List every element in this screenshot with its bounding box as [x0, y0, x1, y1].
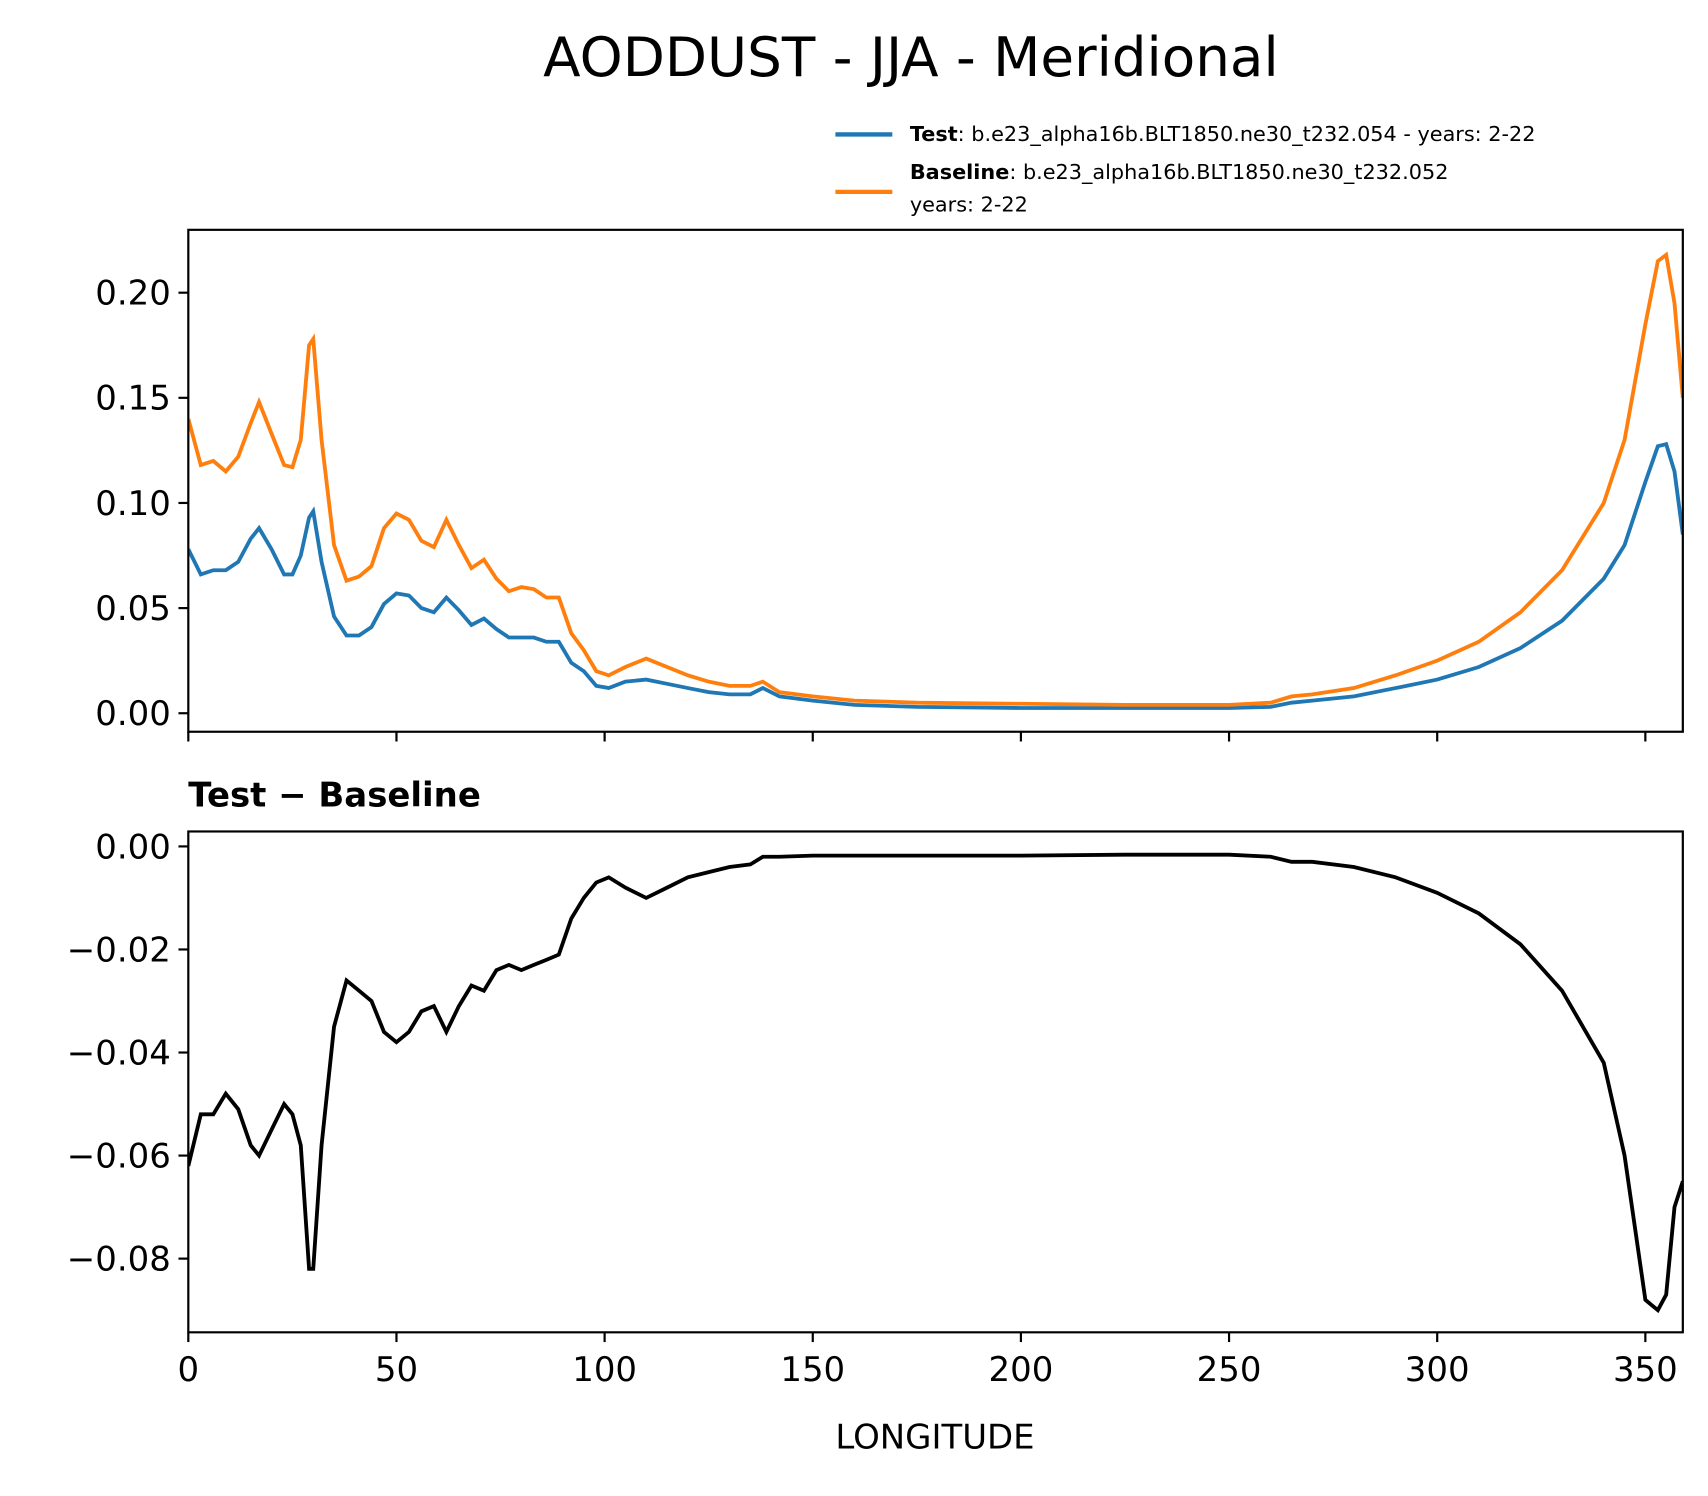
legend-entry: Test: b.e23_alpha16b.BLT1850.ne30_t232.0… [910, 122, 1536, 147]
y-tick-label: 0.15 [95, 379, 171, 418]
y-tick-label: 0.00 [95, 694, 171, 733]
legend-text: : b.e23_alpha16b.BLT1850.ne30_t232.054 -… [958, 122, 1536, 147]
x-tick-label: 200 [989, 1350, 1054, 1389]
series-line [188, 251, 1683, 707]
y-tick-label: −0.02 [67, 931, 171, 970]
legend-name: Test [910, 122, 958, 146]
x-tick-label: 50 [375, 1350, 418, 1389]
legend-name: Baseline [910, 160, 1010, 184]
axes-frame [187, 228, 1684, 733]
subplot-title: Test − Baseline [188, 776, 481, 815]
x-tick-label: 150 [780, 1350, 845, 1389]
y-tick-label: 0.05 [95, 589, 171, 628]
figure-title: AODDUST - JJA - Meridional [543, 25, 1278, 89]
legend-text-2: years: 2-22 [910, 192, 1028, 216]
legend-text: : b.e23_alpha16b.BLT1850.ne30_t232.052 [1009, 160, 1448, 185]
y-tick-label: −0.04 [67, 1034, 171, 1073]
x-tick-label: 300 [1405, 1350, 1470, 1389]
x-axis-label: LONGITUDE [835, 1417, 1034, 1456]
y-tick-label: −0.06 [67, 1137, 171, 1176]
y-tick-label: 0.10 [95, 484, 171, 523]
x-tick-label: 100 [572, 1350, 637, 1389]
x-tick-label: 350 [1613, 1350, 1678, 1389]
y-tick-label: −0.08 [67, 1240, 171, 1279]
axes-frame [187, 830, 1684, 1334]
y-tick-label: 0.20 [95, 274, 171, 313]
x-tick-label: 0 [178, 1350, 200, 1389]
legend-entry: Baseline: b.e23_alpha16b.BLT1850.ne30_t2… [910, 160, 1449, 185]
y-tick-label: 0.00 [95, 827, 171, 866]
x-tick-label: 250 [1197, 1350, 1262, 1389]
series-line [188, 441, 1683, 710]
series-line [188, 852, 1683, 1314]
